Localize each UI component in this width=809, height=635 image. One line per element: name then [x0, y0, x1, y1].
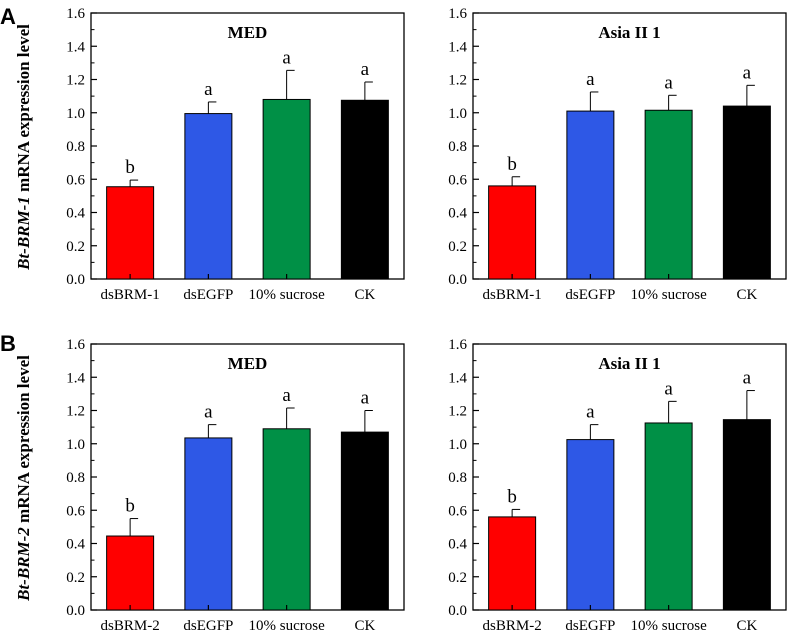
bar	[262, 98, 311, 280]
y-tick-label: 0.6	[448, 172, 467, 188]
chart-4: 0.0 0.2 0.4 0.6 0.8 1.0 1.2 1.4 1.6 Asia II 1 b dsB…	[448, 337, 787, 634]
bar	[106, 535, 155, 611]
significance-label: a	[282, 385, 291, 406]
x-tick-label: CK	[736, 287, 757, 303]
y-tick-label: 0.8	[448, 470, 467, 486]
y-tick-label: 1.0	[66, 437, 85, 453]
chart-title: MED	[228, 23, 268, 42]
y-tick-label: 0.4	[66, 537, 85, 553]
y-tick-label: 0.0	[66, 272, 85, 288]
chart-3: 0.0 0.2 0.4 0.6 0.8 1.0 1.2 1.4 1.6 MED b dsBRM-2 a d…	[66, 337, 405, 634]
y-tick-label: 1.0	[448, 437, 467, 453]
x-tick-label: 10% sucrose	[249, 618, 326, 634]
x-tick-label: dsBRM-2	[483, 618, 542, 634]
significance-label: a	[743, 368, 752, 389]
y-tick-label: 1.4	[66, 39, 85, 55]
y-tick-label: 0.2	[448, 239, 467, 255]
significance-label: b	[125, 496, 135, 517]
chart-title: Asia II 1	[598, 23, 660, 42]
y-tick-label: 0.2	[66, 570, 85, 586]
y-tick-label: 1.4	[66, 370, 85, 386]
bar	[722, 105, 771, 280]
bar	[184, 437, 233, 611]
y-tick-label: 1.6	[66, 6, 85, 22]
y-tick-label: 1.4	[448, 39, 467, 55]
y-tick-label: 0.6	[448, 503, 467, 519]
y-tick-label: 0.8	[448, 139, 467, 155]
x-tick-label: dsBRM-1	[483, 287, 542, 303]
x-tick-label: 10% sucrose	[249, 287, 326, 303]
bar	[262, 428, 311, 611]
x-tick-label: CK	[354, 287, 375, 303]
bar	[106, 186, 155, 280]
y-tick-label: 0.4	[66, 206, 85, 222]
significance-label: a	[743, 62, 752, 83]
y-tick-label: 1.2	[448, 73, 467, 89]
y-tick-label: 0.4	[448, 537, 467, 553]
significance-label: a	[204, 79, 213, 100]
bar	[488, 516, 537, 611]
y-tick-label: 1.6	[448, 6, 467, 22]
x-tick-label: dsEGFP	[565, 618, 615, 634]
x-tick-label: dsEGFP	[183, 287, 233, 303]
y-tick-label: 0.6	[66, 172, 85, 188]
y-tick-label: 1.6	[448, 337, 467, 353]
x-tick-label: CK	[354, 618, 375, 634]
significance-label: a	[282, 47, 291, 68]
y-tick-label: 1.2	[66, 73, 85, 89]
significance-label: a	[361, 59, 370, 80]
chart-title: MED	[228, 354, 268, 373]
bar	[566, 439, 615, 611]
y-tick-label: 1.0	[448, 106, 467, 122]
y-tick-label: 1.4	[448, 370, 467, 386]
y-tick-label: 0.2	[448, 570, 467, 586]
bar	[184, 113, 233, 280]
significance-label: a	[586, 69, 595, 90]
significance-label: a	[664, 72, 673, 93]
x-tick-label: dsBRM-1	[101, 287, 160, 303]
y-tick-label: 0.2	[66, 239, 85, 255]
y-tick-label: 1.2	[66, 404, 85, 420]
bar	[488, 185, 537, 280]
bar	[722, 419, 771, 611]
significance-label: b	[507, 486, 517, 507]
chart-2: 0.0 0.2 0.4 0.6 0.8 1.0 1.2 1.4 1.6 Asia II 1 b dsB…	[448, 6, 787, 303]
y-tick-label: 1.6	[66, 337, 85, 353]
significance-label: a	[664, 378, 673, 399]
significance-label: a	[204, 402, 213, 423]
significance-label: a	[586, 402, 595, 423]
significance-label: a	[361, 388, 370, 409]
y-tick-label: 0.0	[66, 603, 85, 619]
y-tick-label: 0.0	[448, 603, 467, 619]
y-tick-label: 0.0	[448, 272, 467, 288]
y-tick-label: 0.4	[448, 206, 467, 222]
y-tick-label: 0.6	[66, 503, 85, 519]
x-tick-label: dsBRM-2	[101, 618, 160, 634]
x-tick-label: CK	[736, 618, 757, 634]
x-tick-label: dsEGFP	[565, 287, 615, 303]
bar	[644, 422, 693, 611]
bar	[566, 110, 615, 280]
y-tick-label: 0.8	[66, 139, 85, 155]
significance-label: b	[125, 157, 135, 178]
significance-label: b	[507, 154, 517, 175]
x-tick-label: 10% sucrose	[631, 287, 708, 303]
y-tick-label: 1.2	[448, 404, 467, 420]
y-tick-label: 1.0	[66, 106, 85, 122]
x-tick-label: 10% sucrose	[631, 618, 708, 634]
panel-letter-a: A	[0, 4, 16, 29]
bar	[340, 99, 389, 280]
y-tick-label: 0.8	[66, 470, 85, 486]
x-tick-label: dsEGFP	[183, 618, 233, 634]
chart-title: Asia II 1	[598, 354, 660, 373]
panel-letter-b: B	[0, 331, 16, 356]
chart-1: 0.0 0.2 0.4 0.6 0.8 1.0 1.2 1.4 1.6 MED b dsBRM-1 a d…	[66, 6, 405, 303]
bar	[644, 109, 693, 280]
bar	[340, 431, 389, 611]
